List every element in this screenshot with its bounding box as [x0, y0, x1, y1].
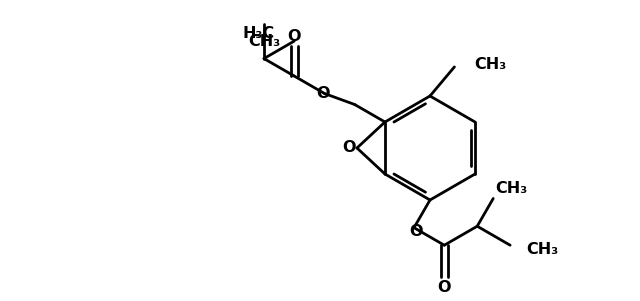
- Text: CH₃: CH₃: [248, 33, 280, 48]
- Text: O: O: [287, 29, 301, 44]
- Text: CH₃: CH₃: [474, 57, 507, 72]
- Text: CH₃: CH₃: [526, 242, 558, 257]
- Text: H₃C: H₃C: [242, 26, 275, 41]
- Text: CH₃: CH₃: [495, 181, 527, 196]
- Text: O: O: [438, 280, 451, 295]
- Text: O: O: [409, 224, 423, 239]
- Text: O: O: [342, 141, 356, 156]
- Text: O: O: [316, 86, 330, 101]
